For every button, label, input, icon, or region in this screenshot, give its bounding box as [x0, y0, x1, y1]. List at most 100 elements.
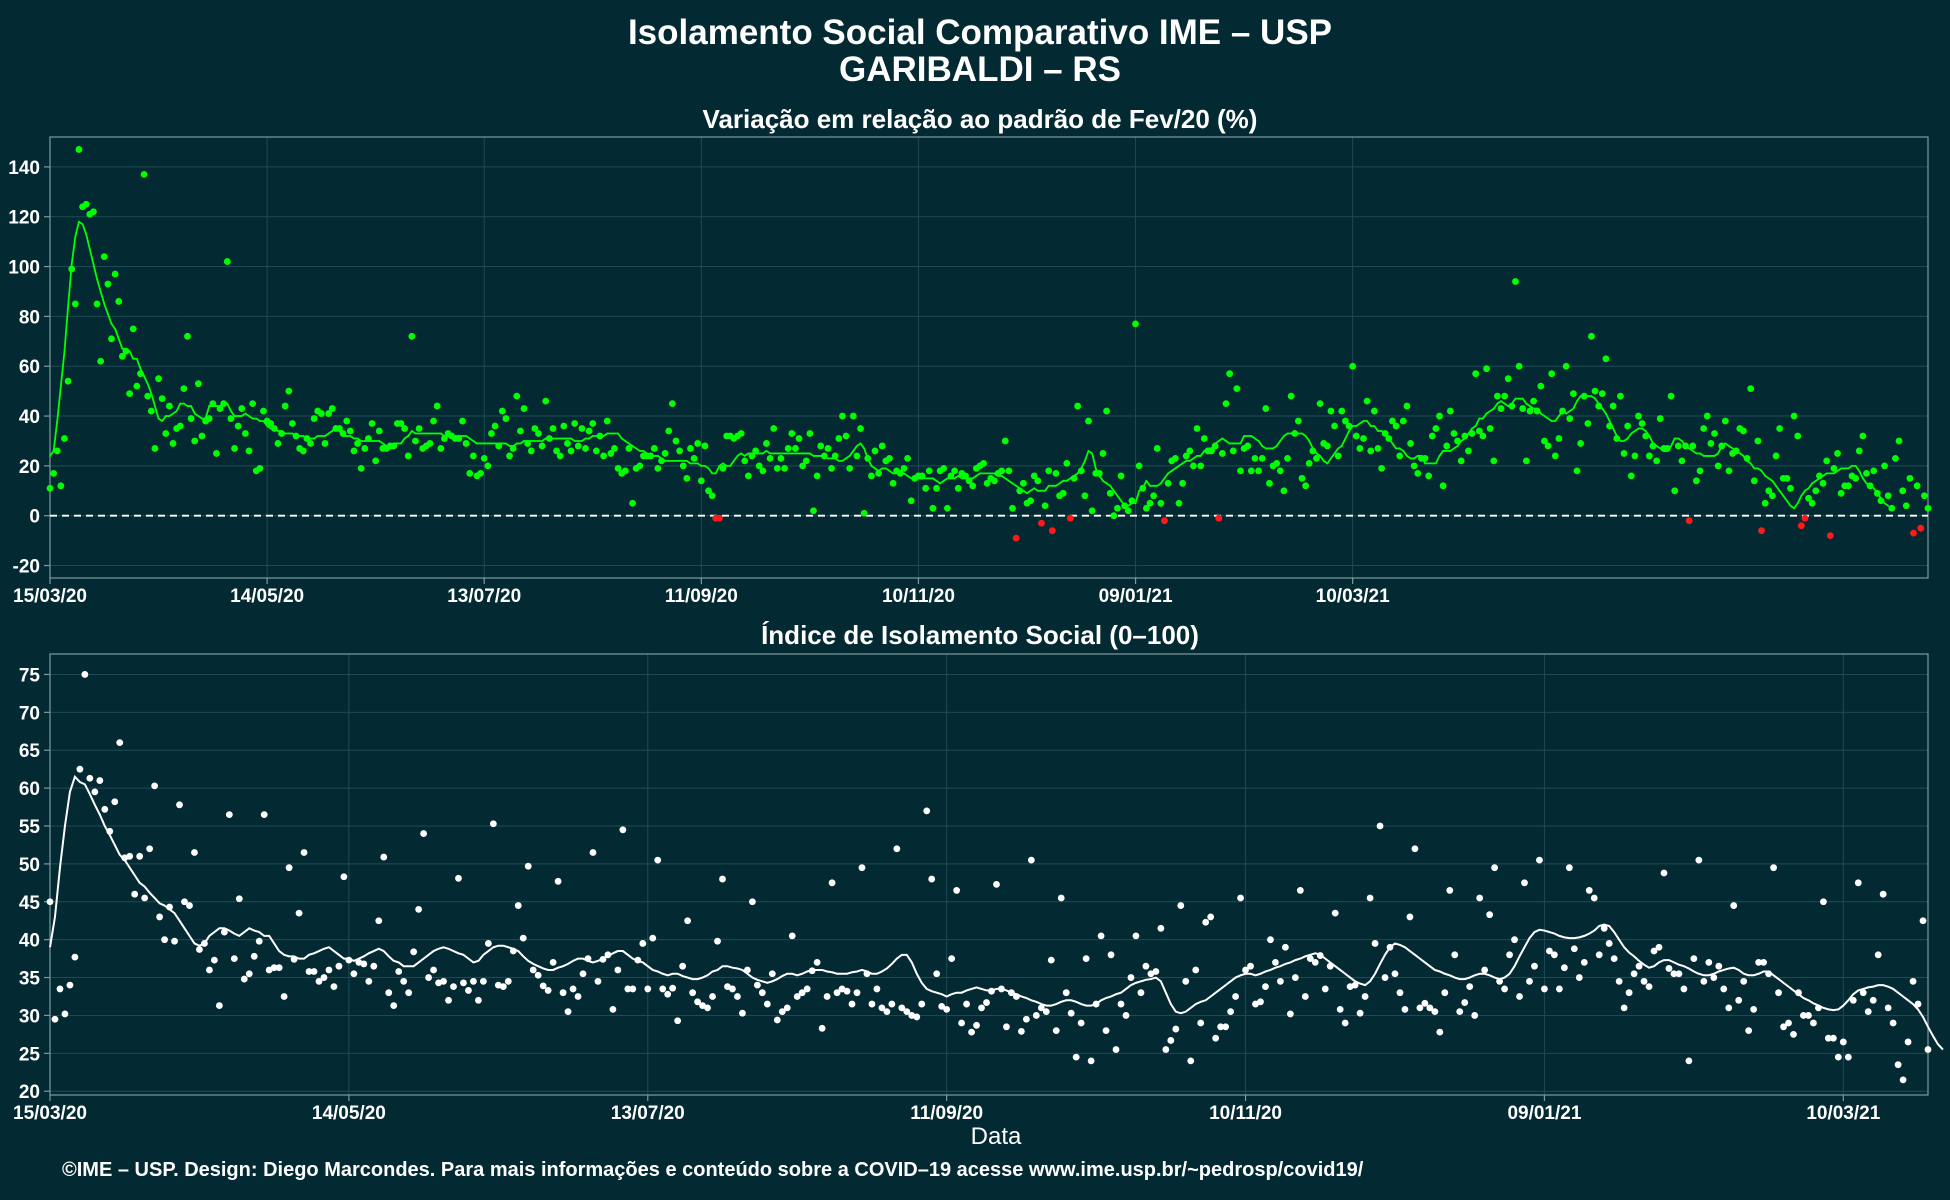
data-point [1244, 442, 1252, 450]
data-point [1215, 514, 1223, 522]
data-point [1675, 970, 1683, 978]
data-point [1516, 993, 1523, 1000]
data-point [709, 993, 716, 1000]
data-point [1092, 1000, 1100, 1008]
data-point [400, 977, 408, 985]
data-point [918, 1000, 926, 1008]
data-point [146, 845, 154, 853]
data-point [184, 332, 191, 340]
data-point [1625, 989, 1633, 997]
data-point [803, 985, 811, 993]
data-point [430, 417, 437, 425]
data-point [210, 956, 218, 964]
y-tick-label: 35 [19, 969, 41, 990]
data-point [1551, 452, 1559, 460]
data-point [1267, 936, 1274, 944]
data-point [1490, 457, 1498, 465]
moving-average-segment [732, 455, 739, 462]
data-point [873, 985, 881, 993]
data-point [345, 956, 353, 964]
data-point [1823, 457, 1831, 465]
data-point [716, 514, 723, 522]
x-tick-label: 10/11/20 [882, 586, 955, 607]
data-point [166, 402, 173, 410]
data-point [1761, 499, 1769, 507]
data-point [97, 357, 105, 365]
data-point [1321, 985, 1329, 993]
data-point [162, 430, 170, 437]
data-point [1610, 955, 1618, 963]
data-point [1620, 1004, 1628, 1012]
moving-average-segment [400, 437, 406, 445]
data-point [1226, 370, 1234, 378]
data-point [542, 397, 550, 405]
data-point [176, 801, 183, 809]
moving-average-segment [135, 357, 142, 370]
data-point [1351, 981, 1359, 989]
data-point [564, 440, 571, 447]
data-point [426, 440, 434, 447]
data-point [962, 472, 969, 480]
data-point [141, 894, 149, 902]
data-point [1627, 472, 1635, 480]
data-point [1085, 417, 1092, 425]
data-point [1859, 432, 1867, 440]
data-point [799, 462, 807, 470]
data-point [1386, 943, 1394, 951]
data-point [76, 765, 84, 773]
data-point [1067, 514, 1074, 522]
data-point [679, 962, 687, 970]
data-point [1311, 958, 1319, 966]
data-point [1179, 479, 1186, 487]
data-point [708, 492, 716, 500]
data-point [1819, 479, 1827, 487]
data-point [1081, 492, 1089, 500]
data-point [1747, 385, 1755, 393]
data-point [1232, 993, 1239, 1000]
moving-average-segment [1576, 395, 1582, 403]
data-point [499, 983, 507, 991]
data-point [300, 849, 308, 856]
data-point [672, 437, 680, 445]
data-point [1128, 497, 1136, 505]
x-tick-label: 15/03/20 [13, 1103, 87, 1124]
data-point [1022, 1015, 1030, 1023]
moving-average-segment [74, 220, 80, 238]
data-point [625, 445, 633, 452]
data-point [1356, 1009, 1364, 1017]
data-point [1242, 966, 1249, 974]
data-point [1511, 936, 1518, 944]
data-point [983, 479, 991, 487]
data-point [1892, 455, 1899, 462]
data-point [278, 430, 285, 437]
y-tick-label: 25 [19, 1044, 41, 1065]
data-point [1486, 911, 1494, 919]
moving-average-segment [1275, 440, 1282, 447]
data-point [1873, 489, 1881, 497]
data-point [514, 902, 522, 909]
data-point [1436, 412, 1443, 420]
data-point [340, 873, 348, 881]
data-point [357, 464, 365, 472]
data-point [1461, 999, 1469, 1006]
data-point [594, 977, 602, 985]
data-point [545, 435, 553, 442]
data-point [520, 405, 528, 412]
data-point [1638, 420, 1646, 427]
data-point [524, 862, 532, 870]
data-point [781, 464, 788, 472]
moving-average-segment [175, 402, 182, 412]
data-point [1569, 390, 1577, 398]
data-point [795, 435, 803, 442]
data-point [1161, 517, 1168, 525]
data-point [354, 440, 361, 447]
data-point [1920, 492, 1928, 500]
data-point [1826, 532, 1834, 540]
y-tick-label: 45 [19, 893, 41, 914]
data-point [307, 440, 314, 447]
data-point [459, 417, 466, 425]
data-point [1003, 1023, 1010, 1031]
data-point [1281, 943, 1289, 951]
data-point [1208, 447, 1215, 455]
data-point [621, 467, 629, 475]
